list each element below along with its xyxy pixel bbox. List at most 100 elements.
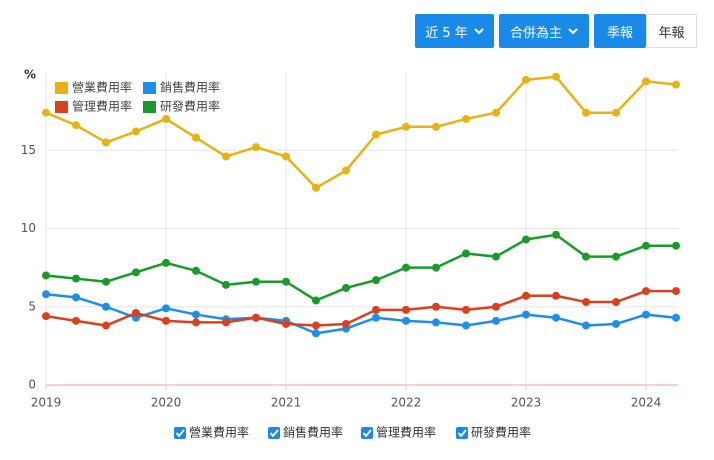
legend-swatch <box>143 82 156 94</box>
data-point <box>402 263 410 272</box>
data-point <box>282 277 290 286</box>
data-point <box>432 302 440 311</box>
legend-swatch <box>143 101 156 113</box>
data-point <box>72 274 80 283</box>
data-point <box>312 183 320 192</box>
legend-swatch <box>55 101 68 113</box>
tab-annual[interactable]: 年報 <box>646 14 697 48</box>
data-point <box>222 280 230 289</box>
data-point <box>342 324 350 333</box>
data-point <box>492 302 500 311</box>
data-point <box>282 316 290 325</box>
data-point <box>192 133 200 142</box>
checkmark <box>457 429 467 438</box>
chevron <box>474 28 484 35</box>
data-point <box>612 319 620 328</box>
legend-swatch <box>55 82 68 94</box>
x-tick-label: 2021 <box>271 396 302 410</box>
legend-label[interactable]: 營業費用率 <box>189 425 249 440</box>
y-axis-label: % <box>24 68 36 82</box>
data-point <box>252 277 260 286</box>
data-point <box>132 313 140 322</box>
data-point <box>102 321 110 330</box>
legend-checkbox[interactable] <box>174 427 186 439</box>
data-point <box>342 166 350 175</box>
data-point <box>522 75 530 84</box>
checkmark <box>269 429 279 438</box>
data-point <box>222 315 230 324</box>
data-point <box>612 252 620 261</box>
legend-checkbox[interactable] <box>361 427 373 439</box>
legend-checkbox[interactable] <box>268 427 280 439</box>
x-tick-label: 2024 <box>631 396 662 410</box>
consolidation-select[interactable]: 合併為主 <box>499 14 589 48</box>
data-point <box>552 313 560 322</box>
data-point <box>492 316 500 325</box>
data-point <box>432 122 440 131</box>
data-point <box>462 305 470 314</box>
data-point <box>672 241 680 250</box>
data-point <box>642 241 650 250</box>
data-point <box>372 130 380 139</box>
data-point <box>462 114 470 123</box>
data-point <box>192 310 200 319</box>
data-point <box>42 312 50 321</box>
data-point <box>192 266 200 275</box>
data-point <box>522 235 530 244</box>
data-point <box>72 121 80 130</box>
data-point <box>132 127 140 136</box>
x-tick-label: 2020 <box>151 396 182 410</box>
data-point <box>582 108 590 117</box>
data-point <box>252 313 260 322</box>
series-line <box>45 233 676 302</box>
data-point <box>492 252 500 261</box>
legend-checkbox[interactable] <box>456 427 468 439</box>
data-point <box>432 263 440 272</box>
data-point <box>132 309 140 318</box>
y-tick-label: 15 <box>21 143 36 157</box>
data-point <box>432 318 440 327</box>
data-point <box>582 252 590 261</box>
data-point <box>162 114 170 123</box>
data-point <box>372 305 380 314</box>
y-tick-label: 10 <box>21 221 36 235</box>
data-point <box>612 108 620 117</box>
legend-label[interactable]: 銷售費用率 <box>283 425 343 440</box>
data-point <box>42 290 50 299</box>
data-point <box>162 316 170 325</box>
data-point <box>492 108 500 117</box>
data-point <box>72 316 80 325</box>
data-point <box>102 302 110 311</box>
x-tick-label: 2022 <box>391 396 422 410</box>
data-point <box>192 318 200 327</box>
series-line <box>45 292 677 335</box>
data-point <box>672 313 680 322</box>
data-point <box>642 310 650 319</box>
legend-label: 營業費用率 <box>72 80 132 95</box>
x-tick-label: 2023 <box>511 396 542 410</box>
series-line <box>45 289 676 327</box>
x-tick-label: 2019 <box>31 396 62 410</box>
tab-quarterly[interactable]: 季報 <box>594 14 646 48</box>
data-point <box>312 321 320 330</box>
legend-label[interactable]: 研發費用率 <box>471 425 531 440</box>
data-point <box>222 152 230 161</box>
data-point <box>372 313 380 322</box>
data-point <box>102 138 110 147</box>
series-line <box>45 75 677 190</box>
data-point <box>582 321 590 330</box>
data-point <box>402 305 410 314</box>
period-select[interactable]: 近 5 年 <box>415 14 494 48</box>
data-point <box>42 271 50 280</box>
data-point <box>552 72 560 81</box>
chevron <box>568 28 578 35</box>
consolidation-label: 合併為主 <box>509 25 562 41</box>
period-label: 近 5 年 <box>425 25 468 41</box>
data-point <box>342 319 350 328</box>
legend-label[interactable]: 管理費用率 <box>376 425 436 440</box>
legend-label: 研發費用率 <box>160 99 220 114</box>
data-point <box>552 291 560 300</box>
legend-label: 銷售費用率 <box>160 80 220 95</box>
data-point <box>612 298 620 307</box>
data-point <box>372 276 380 285</box>
